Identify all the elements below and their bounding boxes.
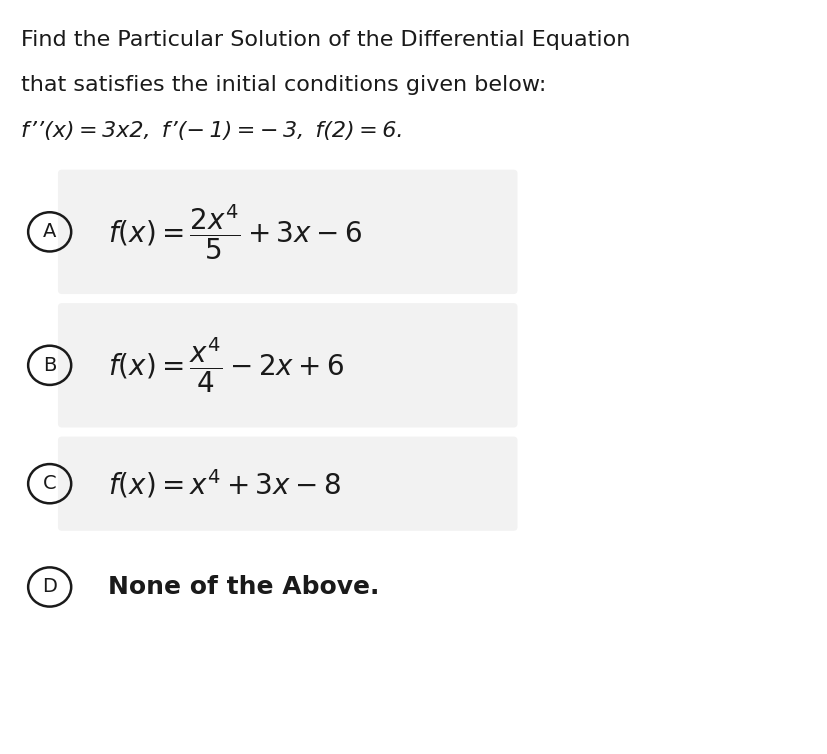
Text: A: A [43,222,56,241]
Text: $f(x) = \dfrac{2x^{4}}{5} + 3x - 6$: $f(x) = \dfrac{2x^{4}}{5} + 3x - 6$ [108,202,361,262]
Text: C: C [43,474,56,493]
FancyBboxPatch shape [58,437,517,531]
Text: $f(x) = \dfrac{x^{4}}{4} - 2x + 6$: $f(x) = \dfrac{x^{4}}{4} - 2x + 6$ [108,336,343,395]
Text: Find the Particular Solution of the Differential Equation: Find the Particular Solution of the Diff… [21,30,629,51]
Text: $f(x) = x^{4} + 3x - 8$: $f(x) = x^{4} + 3x - 8$ [108,467,340,500]
Text: that satisfies the initial conditions given below:: that satisfies the initial conditions gi… [21,75,546,96]
Text: f’’(x) = 3x2, f’(− 1) = − 3, f(2) = 6.: f’’(x) = 3x2, f’(− 1) = − 3, f(2) = 6. [21,121,403,141]
FancyBboxPatch shape [58,303,517,428]
Text: D: D [42,578,57,596]
FancyBboxPatch shape [58,170,517,294]
Text: B: B [43,356,56,375]
Text: None of the Above.: None of the Above. [108,575,379,599]
